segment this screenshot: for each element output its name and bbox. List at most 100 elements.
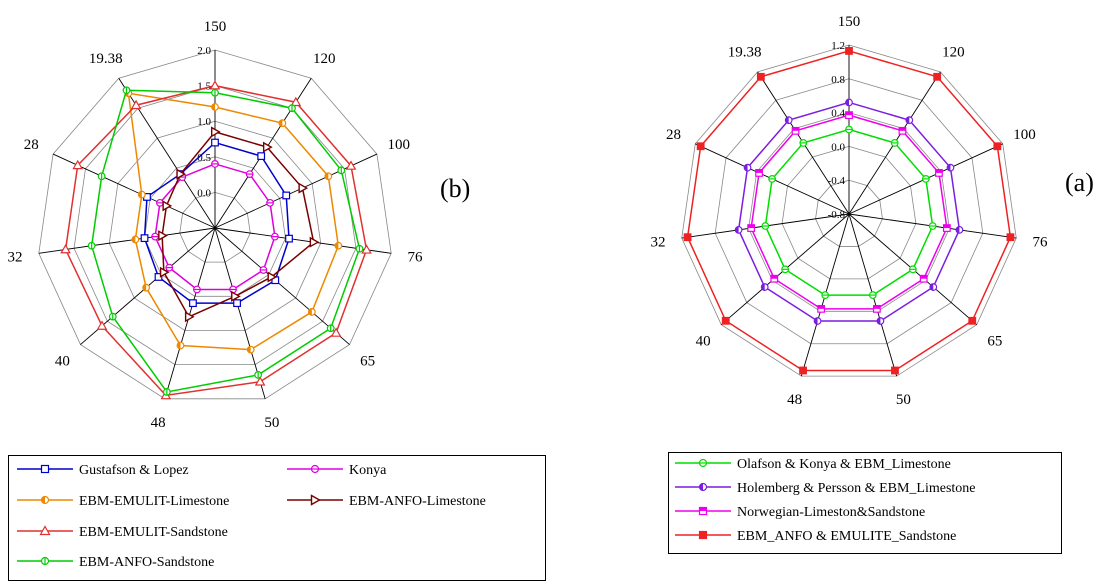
- data-point: [928, 222, 937, 230]
- category-label: 76: [407, 250, 423, 266]
- data-point: [355, 244, 364, 253]
- data-point: [176, 341, 185, 350]
- data-point: [271, 232, 279, 241]
- legend-swatch: [15, 493, 75, 512]
- data-point: [817, 304, 826, 313]
- data-point: [159, 266, 170, 278]
- data-point: [285, 234, 293, 243]
- legend-label: EBM-EMULIT-Sandstone: [79, 525, 228, 540]
- data-point: [683, 233, 692, 242]
- legend-swatch: [15, 524, 75, 543]
- series-line: [161, 131, 315, 318]
- series-olafson-konya-ebm-limestone: [761, 125, 937, 299]
- data-point: [211, 88, 219, 97]
- tick-label: -0.8: [828, 209, 846, 221]
- data-point: [137, 190, 146, 199]
- legend-item-gustafson-lopez: Gustafson & Lopez: [15, 460, 189, 482]
- series-norwegian-limeston-sandstone: [747, 111, 951, 313]
- data-point: [743, 163, 752, 172]
- legend-item-ebm-emulit-sandstone: EBM-EMULIT-Sandstone: [15, 522, 228, 544]
- data-point: [156, 198, 164, 207]
- radar-spoke: [164, 227, 216, 399]
- category-label: 120: [313, 51, 336, 67]
- data-point: [290, 96, 302, 107]
- data-point: [233, 299, 241, 308]
- radar-chart-b: 1501201007665504840322819.380.00.51.01.5…: [8, 19, 423, 431]
- data-point: [755, 169, 763, 177]
- category-label: 28: [24, 137, 39, 153]
- series-ebm-anfo-sandstone: [87, 86, 364, 396]
- category-label: 120: [942, 45, 965, 61]
- data-point: [176, 168, 187, 180]
- data-point: [935, 169, 943, 177]
- data-point: [821, 291, 830, 299]
- data-point: [337, 166, 346, 175]
- legend-swatch: [673, 528, 733, 547]
- data-point: [288, 104, 296, 113]
- legend-marker: [310, 493, 321, 506]
- data-point: [211, 103, 219, 111]
- data-point: [309, 236, 320, 248]
- legend-marker: [40, 556, 50, 565]
- series-line: [737, 101, 961, 322]
- grid-ring: [73, 85, 357, 366]
- legend-swatch: [15, 554, 75, 573]
- data-point: [162, 200, 173, 212]
- legend-marker: [310, 464, 320, 473]
- data-point: [154, 273, 163, 281]
- legend-label: EBM-ANFO-Sandstone: [79, 555, 215, 570]
- radar-spoke: [214, 227, 350, 345]
- legend-swatch: [285, 462, 345, 481]
- legend-swatch: [673, 456, 733, 475]
- panel-label-b: (b): [440, 174, 471, 203]
- data-point: [189, 299, 197, 308]
- legend-label: Olafson & Konya & EBM_Limestone: [737, 457, 951, 472]
- grid-ring: [179, 191, 251, 263]
- data-point: [96, 320, 108, 330]
- tick-label: 1.0: [197, 116, 211, 128]
- radar-chart-a: 150 120 100 76 65 50 48 40 32 28 19.38 -0.8 -0.4 0.0 0…: [650, 14, 1048, 408]
- data-point: [760, 283, 769, 291]
- data-point: [130, 99, 142, 110]
- category-label: 50: [264, 415, 279, 431]
- legend-label: EBM-EMULIT-Limestone: [79, 494, 230, 509]
- legend-item-olafson-konya-ebm: Olafson & Konya & EBM_Limestone: [673, 454, 951, 476]
- data-point: [162, 388, 171, 396]
- data-point: [257, 152, 266, 161]
- data-point: [799, 139, 808, 147]
- series-ebm-emulit-sandstone: [60, 80, 372, 400]
- data-point: [845, 111, 853, 120]
- series-line: [127, 92, 340, 351]
- tick-label: 0.0: [197, 187, 211, 199]
- legend-swatch: [285, 493, 345, 512]
- data-point: [761, 222, 770, 230]
- category-label: 100: [1013, 127, 1036, 143]
- data-point: [211, 138, 219, 147]
- data-point: [942, 224, 951, 232]
- data-point: [151, 232, 159, 241]
- data-point: [278, 119, 287, 128]
- legend-marker: [698, 482, 708, 491]
- panel-label-a: (a): [1065, 168, 1094, 197]
- radar-grid: [681, 44, 1017, 377]
- data-point: [845, 125, 853, 134]
- legend-label: Holemberg & Persson & EBM_Limestone: [737, 481, 976, 496]
- category-label: 50: [896, 392, 911, 408]
- data-point: [933, 72, 942, 81]
- series-line: [90, 89, 361, 393]
- category-label: 65: [987, 333, 1002, 349]
- data-point: [267, 271, 278, 283]
- tick-label: 0.8: [831, 74, 845, 86]
- category-label: 48: [787, 392, 802, 408]
- data-point: [813, 317, 822, 325]
- category-label: 40: [696, 333, 711, 349]
- legend-label: EBM_ANFO & EMULITE_Sandstone: [737, 529, 957, 544]
- category-label: 76: [1033, 234, 1049, 250]
- data-point: [784, 116, 793, 125]
- data-point: [756, 72, 765, 81]
- tick-label: -0.4: [828, 175, 846, 187]
- tick-label: 0.5: [197, 152, 211, 164]
- data-point: [122, 86, 131, 95]
- tick-label: 2.0: [197, 45, 211, 57]
- category-label: 150: [204, 19, 227, 35]
